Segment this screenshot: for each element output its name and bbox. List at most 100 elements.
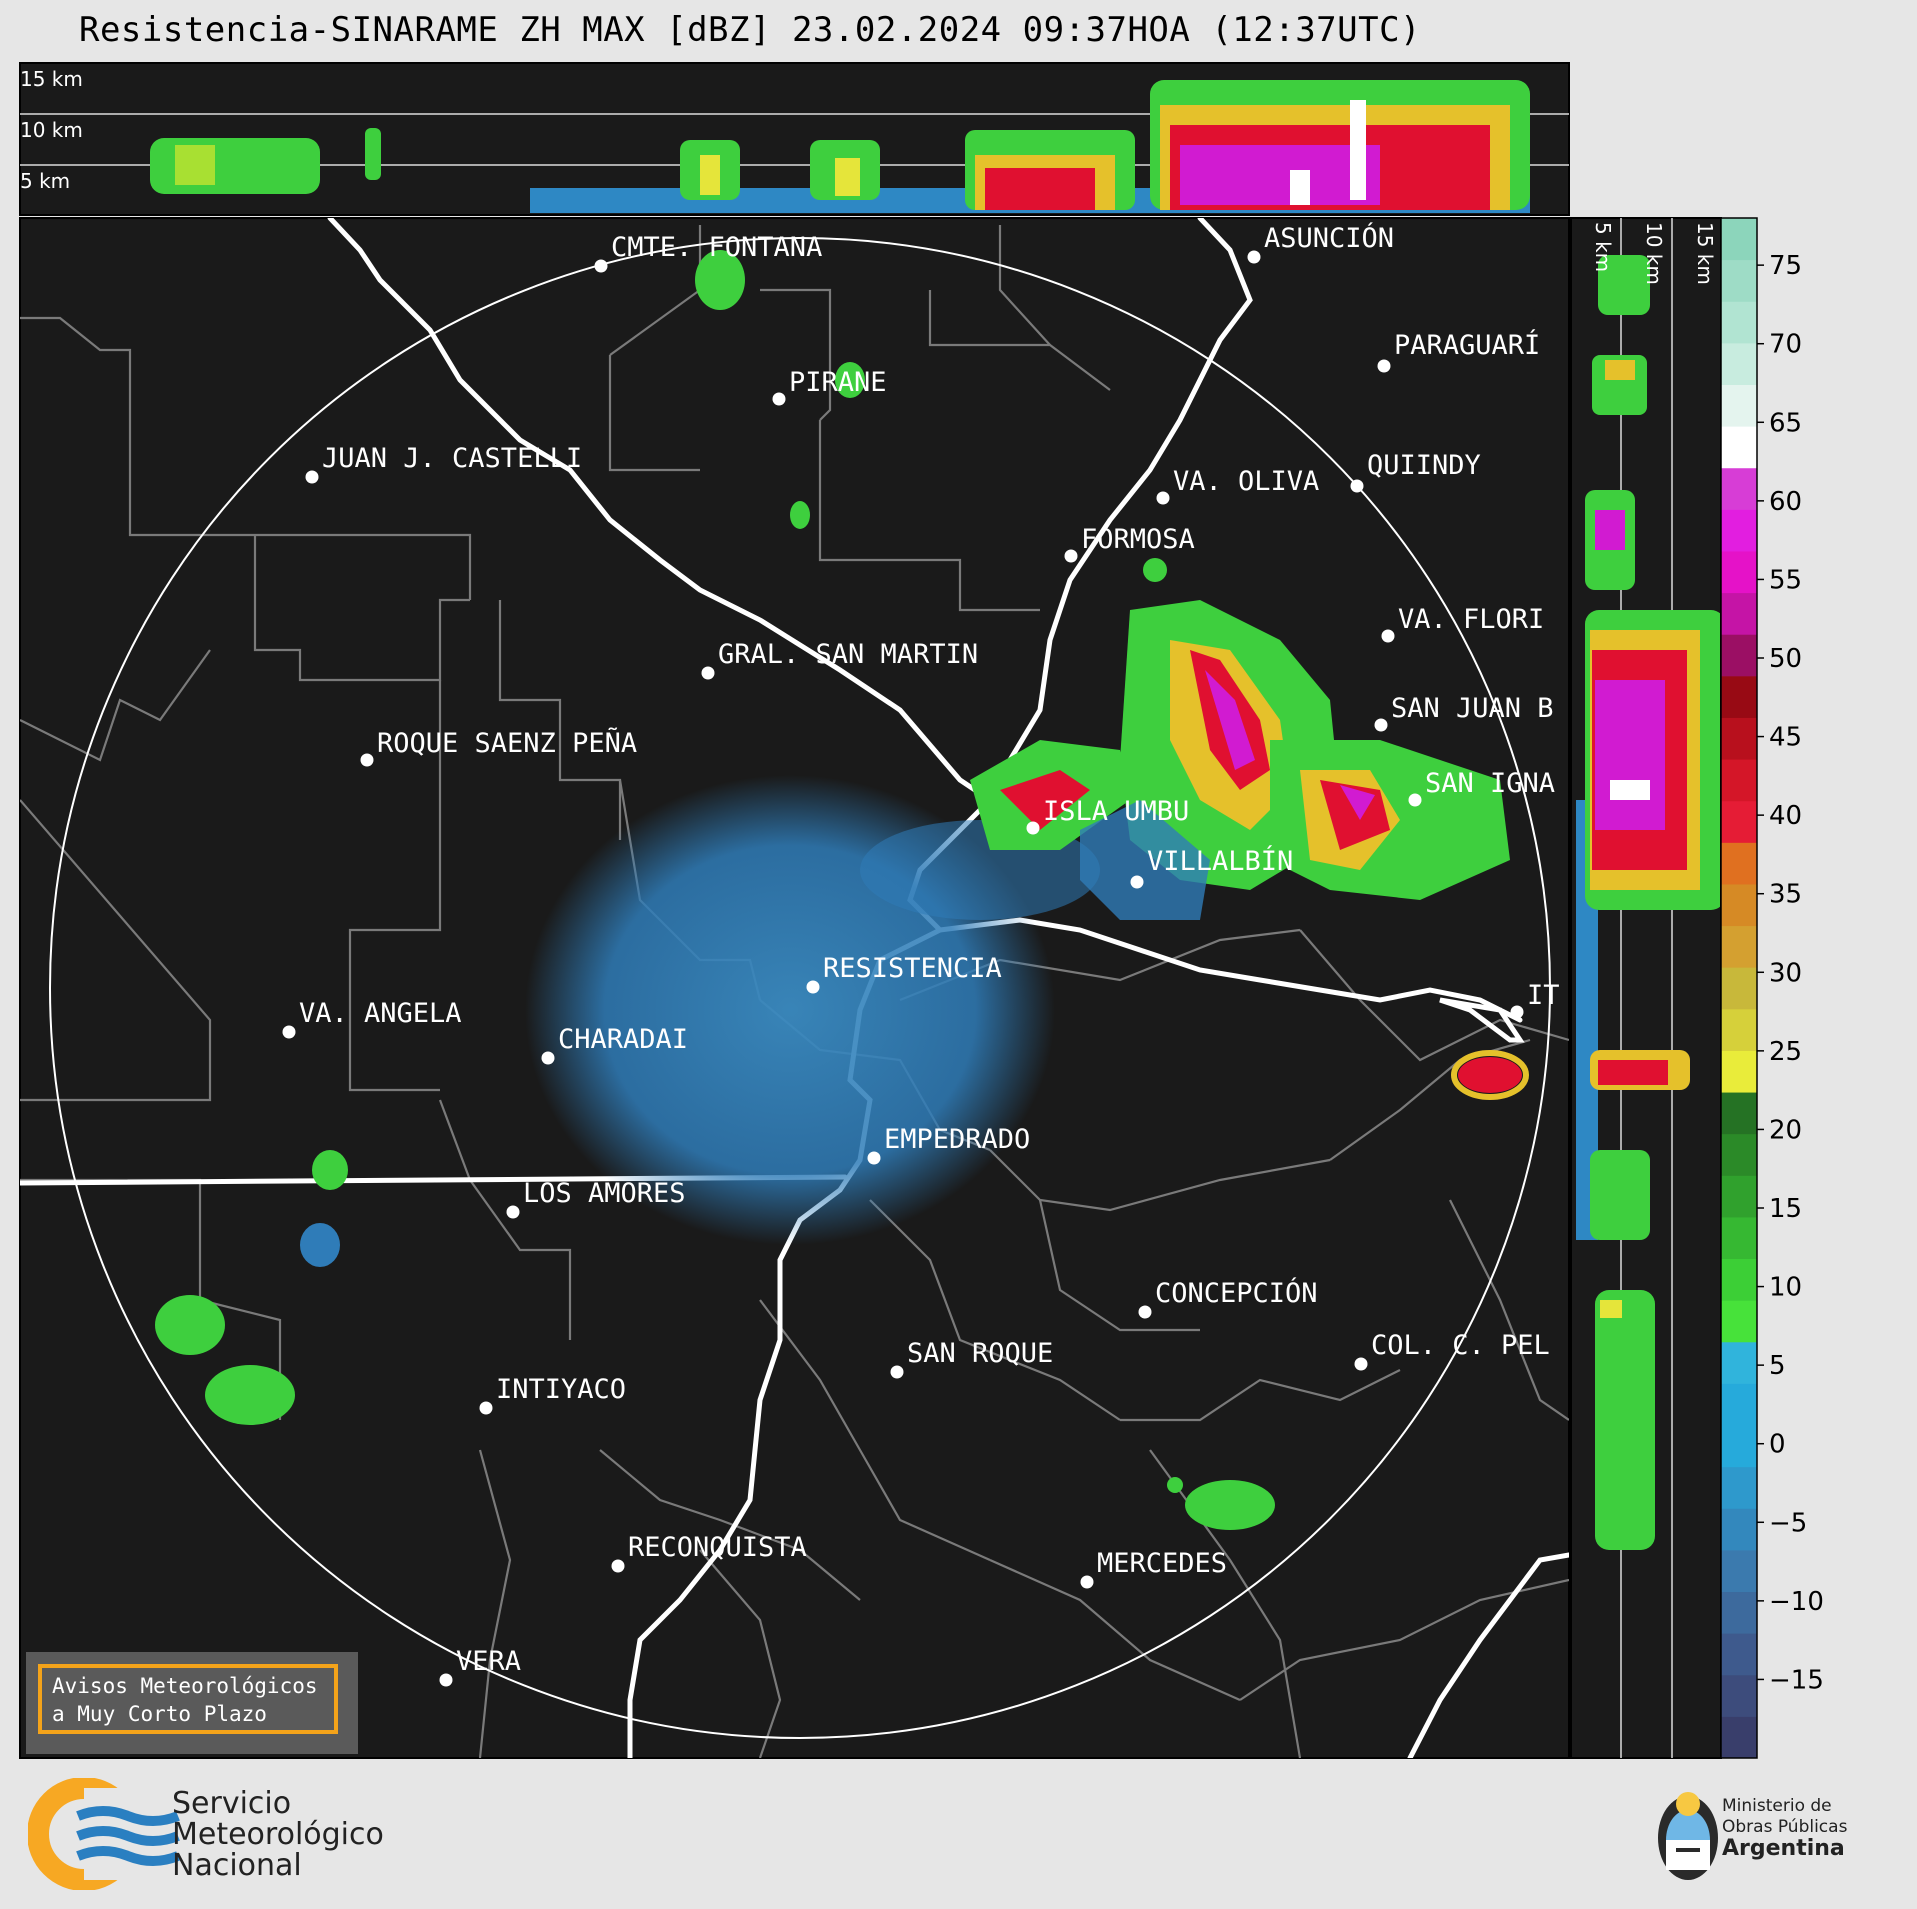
colorbar-band (1721, 883, 1757, 927)
colorbar-band (1721, 1466, 1757, 1509)
city-label: FORMOSA (1081, 524, 1195, 555)
colorbar-band (1721, 592, 1757, 635)
colorbar-tick-label: 65 (1769, 408, 1802, 438)
notice-line-2: a Muy Corto Plazo (52, 1702, 267, 1726)
agency-name: Servicio Meteorológico Nacional (172, 1788, 384, 1881)
height-label-5: 5 km (20, 169, 70, 193)
city-label: QUIINDY (1367, 450, 1481, 481)
agency-line-3: Nacional (172, 1848, 302, 1883)
colorbar-tick-label: 60 (1769, 487, 1802, 517)
city-marker (1080, 1575, 1094, 1589)
colorbar-tick-label: 50 (1769, 644, 1802, 674)
colorbar-tick-label: 25 (1769, 1037, 1802, 1067)
city-label: MERCEDES (1097, 1548, 1227, 1579)
colorbar-band (1721, 1216, 1757, 1260)
colorbar-band (1721, 925, 1757, 968)
city-label: EMPEDRADO (884, 1124, 1030, 1155)
city-label: ISLA UMBU (1043, 796, 1189, 827)
range-ring (49, 237, 1551, 1739)
colorbar-band (1721, 1591, 1757, 1634)
colorbar-band (1721, 1341, 1757, 1384)
city-marker (890, 1365, 904, 1379)
city-marker (1156, 491, 1170, 505)
city-marker (1510, 1005, 1524, 1019)
warning-notice[interactable]: Avisos Meteorológicos a Muy Corto Plazo (26, 1652, 358, 1754)
city-marker (305, 470, 319, 484)
city-label: COL. C. PEL (1371, 1330, 1550, 1361)
city-marker (1130, 875, 1144, 889)
colorbar-band (1721, 1133, 1757, 1176)
city-marker (867, 1151, 881, 1165)
city-marker (1408, 793, 1422, 807)
notice-line-1: Avisos Meteorológicos (52, 1674, 318, 1698)
ministry-emblem (1658, 1792, 1718, 1880)
colorbar-band (1721, 301, 1757, 344)
city-marker (772, 392, 786, 406)
storm-cells (155, 250, 1529, 1530)
colorbar-band (1721, 384, 1757, 427)
colorbar-band (1721, 1008, 1757, 1051)
city-label: CONCEPCIÓN (1155, 1277, 1318, 1309)
city-label: RECONQUISTA (628, 1532, 807, 1563)
colorbar-band (1721, 509, 1757, 552)
colorbar-band (1721, 1633, 1757, 1676)
city-marker (479, 1401, 493, 1415)
colorbar-band (1721, 1425, 1757, 1468)
colorbar-band (1721, 1549, 1757, 1593)
city-label: JUAN J. CASTELLI (322, 443, 582, 474)
colorbar-tick-label: 30 (1769, 958, 1802, 988)
city-marker (541, 1051, 555, 1065)
colorbar-tick-label: 35 (1769, 880, 1802, 910)
city-label: SAN ROQUE (907, 1338, 1053, 1369)
colorbar-band (1721, 342, 1757, 385)
city-marker (1377, 359, 1391, 373)
admin-boundaries (20, 225, 1569, 1758)
colorbar-band (1721, 1508, 1757, 1551)
colorbar-tick-label: 75 (1769, 251, 1802, 281)
city-marker (1138, 1305, 1152, 1319)
side-height-label-10: 10 km (1642, 222, 1666, 285)
city-label: LOS AMORES (523, 1178, 686, 1209)
colorbar-band (1721, 1716, 1757, 1759)
city-marker (1026, 821, 1040, 835)
city-label: IT (1527, 980, 1560, 1011)
city-marker (1381, 629, 1395, 643)
city-marker (439, 1673, 453, 1687)
radar-title: Resistencia-SINARAME ZH MAX [dBZ] 23.02.… (78, 10, 1422, 50)
city-label: VA. OLIVA (1173, 466, 1319, 497)
colorbar-band (1721, 800, 1757, 843)
city-marker (594, 259, 608, 273)
colorbar-band (1721, 1050, 1757, 1093)
colorbar-tick-label: 55 (1769, 565, 1802, 595)
city-marker (1064, 549, 1078, 563)
colorbar-band (1721, 426, 1757, 469)
smn-logo (28, 1778, 448, 1890)
city-marker (701, 666, 715, 680)
colorbar-frame (1720, 217, 1758, 1759)
city-label: PIRANE (789, 367, 887, 398)
colorbar-band (1721, 967, 1757, 1010)
city-label: PARAGUARÍ (1394, 329, 1540, 361)
city-marker (282, 1025, 296, 1039)
city-markers: CMTE. FONTANA ASUNCIÓN PIRANE PARAGUARÍ JUAN… (282, 222, 1560, 1687)
colorbar-tick-label: 5 (1769, 1351, 1786, 1381)
colorbar-band (1721, 467, 1757, 510)
colorbar-band (1721, 1175, 1757, 1218)
city-marker (360, 753, 374, 767)
colorbar-band (1721, 759, 1757, 802)
city-label: CMTE. FONTANA (611, 232, 822, 263)
city-label: CHARADAI (558, 1024, 688, 1055)
ministry-name: Ministerio de Obras Públicas Argentina (1722, 1796, 1848, 1860)
colorbar-band (1721, 1092, 1757, 1135)
colorbar-band (1721, 1383, 1757, 1426)
colorbar-tick-label: 45 (1769, 723, 1802, 753)
colorbar-tick-label: 15 (1769, 1194, 1802, 1224)
colorbar-band (1721, 1300, 1757, 1343)
height-label-15: 15 km (20, 67, 83, 91)
colorbar-band (1721, 634, 1757, 677)
ministry-line-2: Obras Públicas (1722, 1817, 1848, 1837)
colorbar-band (1721, 550, 1757, 594)
colorbar-band (1721, 259, 1757, 302)
